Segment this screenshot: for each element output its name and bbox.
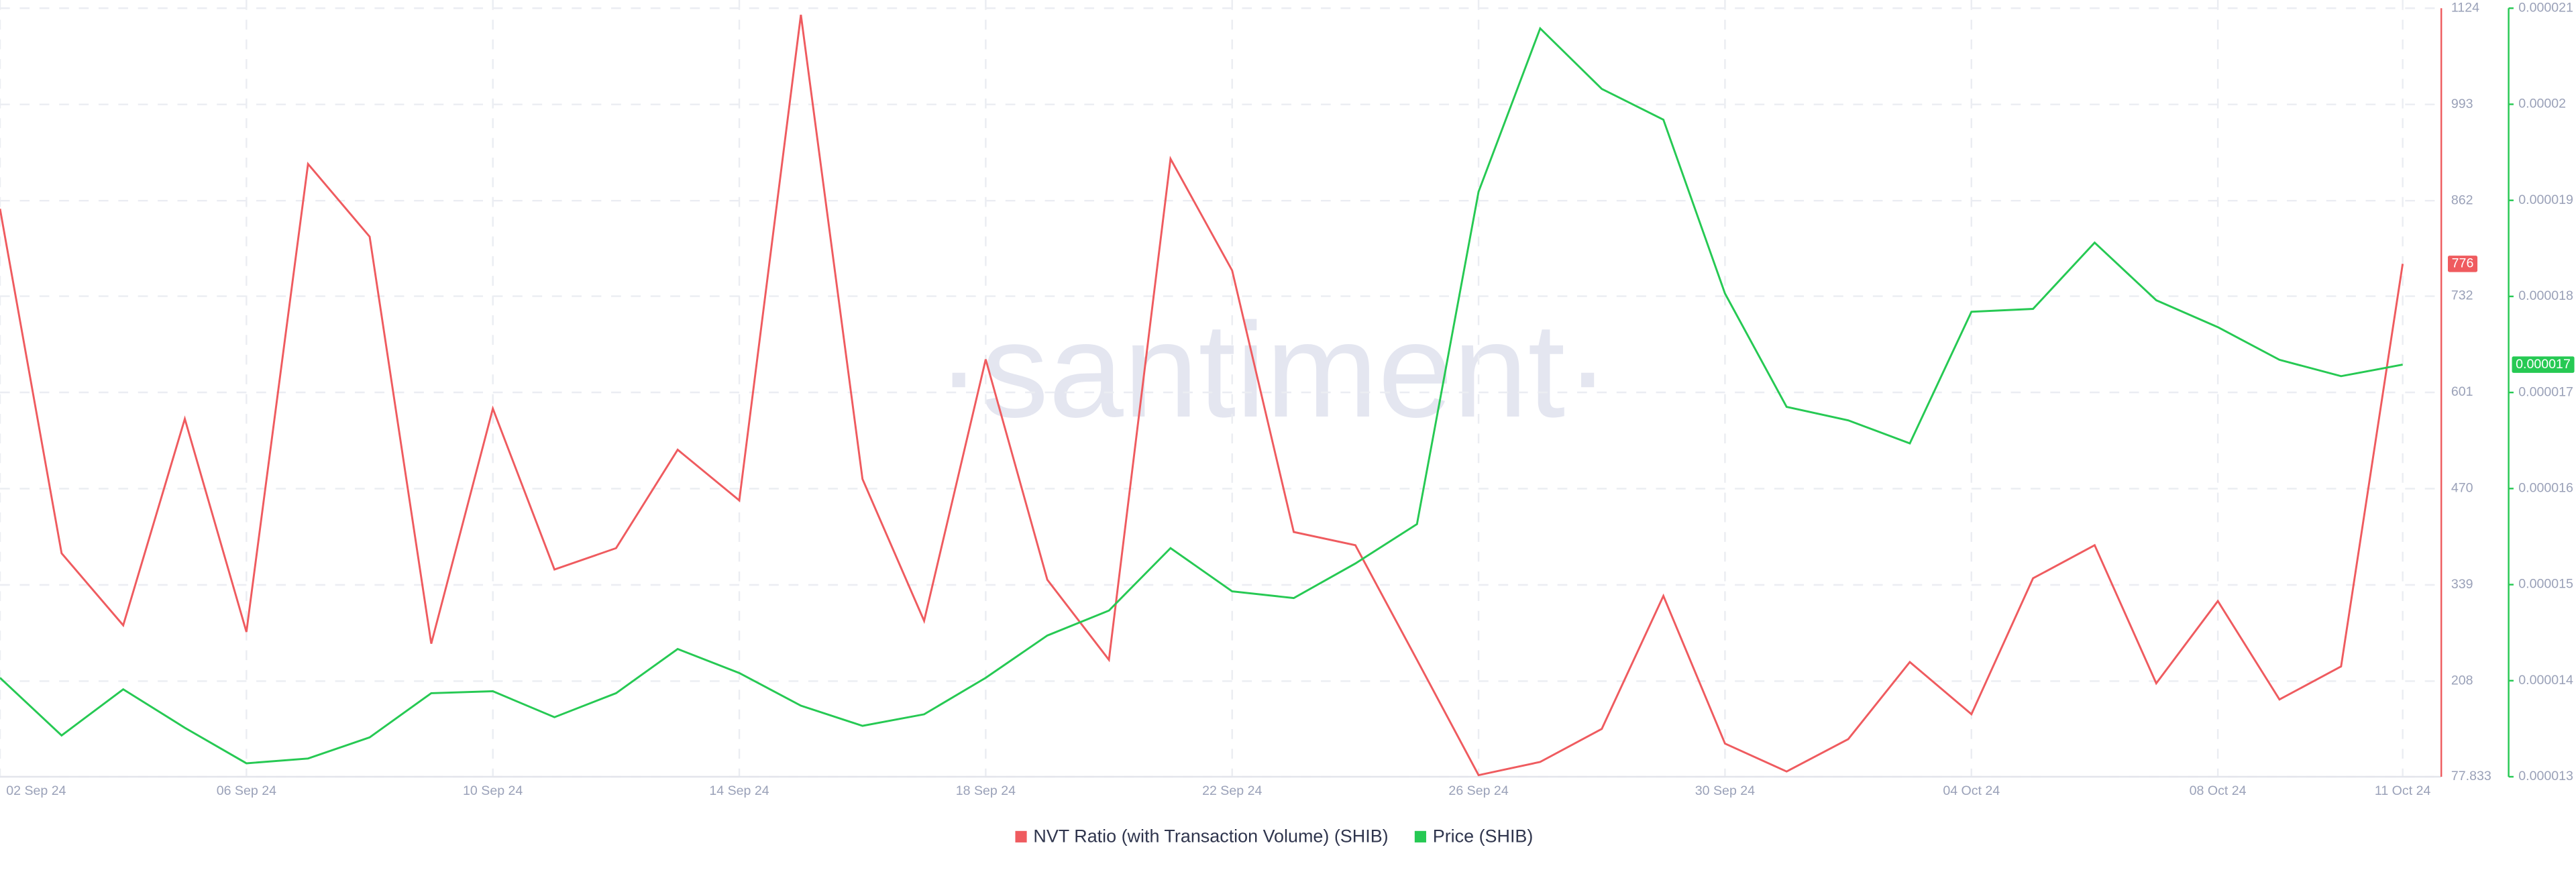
y2-tick-label: 0.000018 (2518, 288, 2573, 303)
y-tick-label: 732 (2451, 288, 2473, 303)
y2-tick-label: 0.000013 (2518, 769, 2573, 783)
legend-label: NVT Ratio (with Transaction Volume) (SHI… (1033, 826, 1388, 847)
y-tick-label: 993 (2451, 97, 2473, 111)
legend-swatch (1414, 830, 1426, 842)
x-tick-label: 14 Sep 24 (709, 783, 769, 798)
y-tick-label: 601 (2451, 384, 2473, 399)
x-tick-label: 18 Sep 24 (956, 783, 1016, 798)
x-tick-label: 22 Sep 24 (1202, 783, 1262, 798)
legend-label: Price (SHIB) (1433, 826, 1534, 847)
y2-tick-label: 0.000019 (2518, 193, 2573, 207)
last-value-tag (2512, 356, 2575, 373)
y2-tick-label: 0.000015 (2518, 577, 2573, 592)
x-tick-label: 11 Oct 24 (2375, 783, 2431, 798)
y-tick-label: 1124 (2451, 0, 2479, 15)
y2-tick-label: 0.000014 (2518, 673, 2573, 688)
y2-tick-label: 0.000016 (2518, 481, 2573, 496)
x-tick-label: 26 Sep 24 (1448, 783, 1508, 798)
x-tick-label: 04 Oct 24 (1943, 783, 2000, 798)
y2-tick-label: 0.000017 (2518, 384, 2573, 399)
x-tick-label: 06 Sep 24 (217, 783, 276, 798)
watermark: ·santiment· (936, 294, 1610, 445)
last-value-tag (2447, 256, 2478, 272)
y2-tick-label: 0.00002 (2518, 97, 2566, 111)
last-value-label: 776 (2452, 256, 2474, 271)
y2-tick-label: 0.000021 (2518, 0, 2573, 15)
y-tick-label: 862 (2451, 193, 2473, 207)
x-tick-label: 08 Oct 24 (2190, 783, 2247, 798)
x-tick-label: 10 Sep 24 (463, 783, 523, 798)
y-tick-label: 208 (2451, 673, 2473, 688)
last-value-label: 0.000017 (2516, 357, 2571, 372)
legend-swatch (1015, 830, 1027, 842)
x-tick-label: 02 Sep 24 (6, 783, 66, 798)
y-tick-label: 470 (2451, 481, 2473, 496)
x-tick-label: 30 Sep 24 (1695, 783, 1755, 798)
series-line (0, 14, 2404, 777)
series-line (0, 26, 2403, 765)
y-tick-label: 339 (2451, 577, 2473, 592)
y-tick-label: 77.833 (2451, 769, 2491, 783)
